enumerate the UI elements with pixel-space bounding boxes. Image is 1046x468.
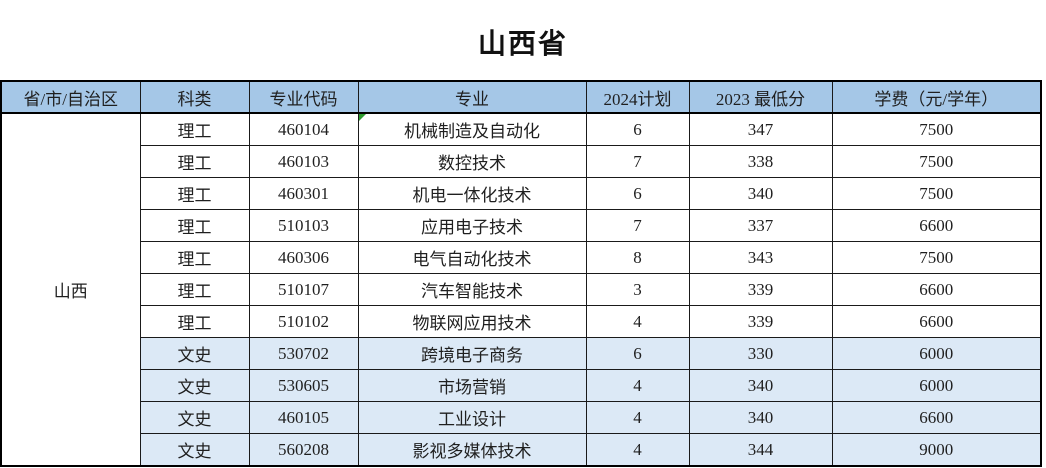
cell-major-code: 460105	[248, 401, 359, 434]
cell-plan-2024: 6	[585, 112, 690, 146]
cell-major: 数控技术	[357, 145, 587, 178]
header-plan-2024: 2024计划	[585, 80, 690, 114]
cell-tuition: 6600	[831, 401, 1042, 434]
table-row: 理工 510102 物联网应用技术 4 339 6600	[1, 305, 1042, 338]
table-row: 文史 460105 工业设计 4 340 6600	[1, 401, 1042, 434]
cell-major-code: 510103	[248, 209, 359, 242]
table-row: 文史 530605 市场营销 4 340 6000	[1, 369, 1042, 402]
cell-category: 理工	[139, 209, 250, 242]
cell-plan-2024: 4	[585, 305, 690, 338]
cell-category: 文史	[139, 433, 250, 467]
header-min-score-2023: 2023 最低分	[688, 80, 833, 114]
cell-plan-2024: 8	[585, 241, 690, 274]
cell-major: 工业设计	[357, 401, 587, 434]
cell-min-score-2023: 340	[688, 369, 833, 402]
cell-tuition: 6600	[831, 305, 1042, 338]
cell-category: 文史	[139, 369, 250, 402]
cell-major-code: 510107	[248, 273, 359, 306]
cell-major-code: 530605	[248, 369, 359, 402]
table-row: 理工 460103 数控技术 7 338 7500	[1, 145, 1042, 178]
cell-category: 理工	[139, 241, 250, 274]
cell-major: 物联网应用技术	[357, 305, 587, 338]
header-province: 省/市/自治区	[0, 80, 141, 114]
cell-category: 理工	[139, 112, 250, 146]
table-row: 理工 460301 机电一体化技术 6 340 7500	[1, 177, 1042, 210]
cell-min-score-2023: 339	[688, 305, 833, 338]
cell-category: 理工	[139, 145, 250, 178]
table-row: 文史 560208 影视多媒体技术 4 344 9000	[1, 433, 1042, 467]
cell-major-code: 530702	[248, 337, 359, 370]
table-row: 文史 530702 跨境电子商务 6 330 6000	[1, 337, 1042, 370]
cell-tuition: 6600	[831, 273, 1042, 306]
cell-tuition: 9000	[831, 433, 1042, 467]
cell-major-code: 560208	[248, 433, 359, 467]
cell-plan-2024: 7	[585, 145, 690, 178]
cell-plan-2024: 4	[585, 433, 690, 467]
cell-plan-2024: 6	[585, 177, 690, 210]
cell-category: 文史	[139, 337, 250, 370]
cell-major-code: 460306	[248, 241, 359, 274]
cell-major-code: 460104	[248, 112, 359, 146]
cell-major-code: 510102	[248, 305, 359, 338]
cell-tuition: 7500	[831, 177, 1042, 210]
cell-category: 理工	[139, 273, 250, 306]
cell-major: 电气自动化技术	[357, 241, 587, 274]
cell-tuition: 7500	[831, 241, 1042, 274]
cell-min-score-2023: 347	[688, 112, 833, 146]
cell-min-score-2023: 337	[688, 209, 833, 242]
cell-major-label: 机械制造及自动化	[404, 122, 540, 141]
cell-major: 汽车智能技术	[357, 273, 587, 306]
cell-tuition: 7500	[831, 112, 1042, 146]
cell-min-score-2023: 330	[688, 337, 833, 370]
cell-tuition: 6000	[831, 337, 1042, 370]
cell-category: 理工	[139, 305, 250, 338]
table-row: 理工 510103 应用电子技术 7 337 6600	[1, 209, 1042, 242]
table-row: 山西 理工 460104 机械制造及自动化 6 347 7500	[0, 112, 1042, 467]
cell-plan-2024: 4	[585, 369, 690, 402]
cell-min-score-2023: 340	[688, 401, 833, 434]
cell-major: 应用电子技术	[357, 209, 587, 242]
cell-plan-2024: 6	[585, 337, 690, 370]
cell-plan-2024: 7	[585, 209, 690, 242]
excel-error-indicator-icon	[359, 114, 366, 121]
cell-min-score-2023: 338	[688, 145, 833, 178]
table-row: 理工 510107 汽车智能技术 3 339 6600	[1, 273, 1042, 306]
cell-category: 文史	[139, 401, 250, 434]
page-title: 山西省	[477, 29, 568, 60]
cell-plan-2024: 3	[585, 273, 690, 306]
header-major-code: 专业代码	[248, 80, 359, 114]
table-row: 理工 460306 电气自动化技术 8 343 7500	[1, 241, 1042, 274]
cell-plan-2024: 4	[585, 401, 690, 434]
header-major: 专业	[357, 80, 587, 114]
cell-tuition: 6600	[831, 209, 1042, 242]
cell-min-score-2023: 339	[688, 273, 833, 306]
cell-major: 机械制造及自动化	[357, 112, 587, 146]
cell-major: 机电一体化技术	[357, 177, 587, 210]
cell-min-score-2023: 340	[688, 177, 833, 210]
header-tuition: 学费（元/学年）	[831, 80, 1042, 114]
cell-major: 影视多媒体技术	[357, 433, 587, 467]
cell-major: 跨境电子商务	[357, 337, 587, 370]
cell-major-code: 460103	[248, 145, 359, 178]
table-header-row: 省/市/自治区 科类 专业代码 专业 2024计划 2023 最低分 学费（元/…	[0, 80, 1042, 114]
province-merged-cell: 山西	[0, 112, 141, 467]
cell-min-score-2023: 343	[688, 241, 833, 274]
admissions-table: 省/市/自治区 科类 专业代码 专业 2024计划 2023 最低分 学费（元/…	[0, 80, 1042, 467]
cell-min-score-2023: 344	[688, 433, 833, 467]
header-category: 科类	[139, 80, 250, 114]
cell-major: 市场营销	[357, 369, 587, 402]
cell-major-code: 460301	[248, 177, 359, 210]
cell-tuition: 6000	[831, 369, 1042, 402]
cell-category: 理工	[139, 177, 250, 210]
cell-tuition: 7500	[831, 145, 1042, 178]
